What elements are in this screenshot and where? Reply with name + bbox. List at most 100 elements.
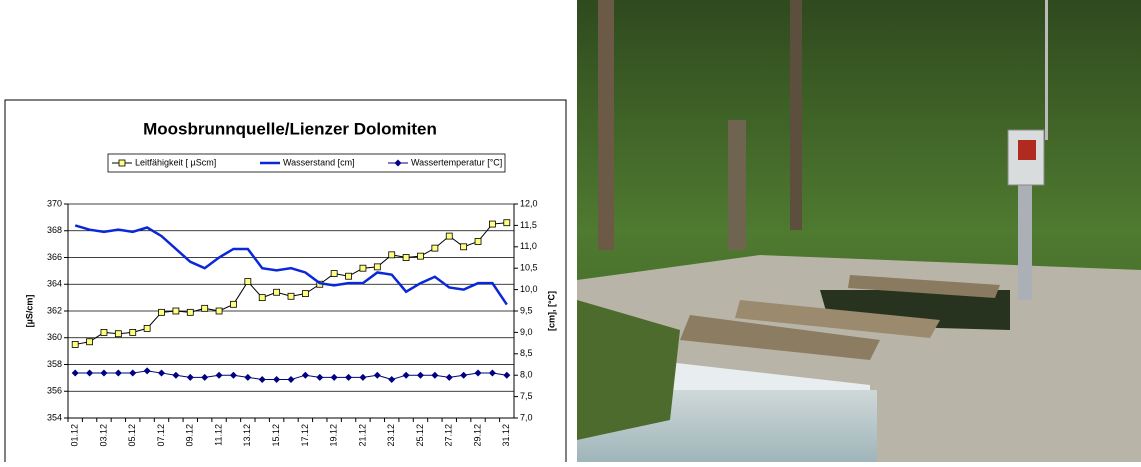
data-point — [230, 300, 237, 308]
data-point — [143, 324, 151, 332]
data-point — [503, 219, 511, 227]
data-point — [229, 371, 237, 379]
y2-tick-label: 12,0 — [520, 198, 538, 208]
y-tick-label: 370 — [47, 198, 62, 208]
data-point — [460, 243, 468, 251]
data-point — [172, 307, 180, 315]
data-point — [388, 375, 396, 383]
data-point — [402, 254, 410, 261]
y-tick-label: 368 — [47, 225, 62, 235]
y2-tick-label: 7,0 — [520, 412, 533, 422]
data-point — [416, 371, 424, 379]
x-tick-label: 21.12 — [357, 424, 367, 447]
data-point — [287, 292, 295, 300]
data-point — [114, 369, 122, 377]
data-point — [114, 330, 122, 338]
y-tick-label: 360 — [47, 332, 62, 342]
y2-tick-label: 9,0 — [520, 327, 533, 337]
data-point — [244, 373, 252, 381]
series-line — [74, 224, 508, 306]
data-point — [71, 341, 79, 348]
data-point — [201, 373, 209, 381]
data-point — [201, 304, 209, 312]
y2-tick-label: 8,5 — [520, 348, 533, 358]
data-point — [258, 375, 266, 383]
data-point — [417, 252, 424, 260]
data-point — [388, 251, 396, 259]
data-point — [330, 270, 338, 277]
data-point — [143, 367, 151, 375]
x-tick-label: 01.12 — [70, 424, 80, 447]
data-point — [71, 369, 79, 377]
chart-title: Moosbrunnquelle/Lienzer Dolomiten — [143, 119, 437, 138]
x-tick-label: 29.12 — [472, 424, 482, 447]
x-tick-label: 27.12 — [444, 424, 454, 447]
data-point — [359, 264, 367, 272]
data-point — [301, 371, 309, 379]
data-point — [445, 232, 453, 240]
data-point — [402, 371, 410, 379]
legend-label: Wasserstand [cm] — [283, 157, 355, 167]
x-tick-label: 03.12 — [98, 424, 108, 447]
x-tick-label: 31.12 — [501, 424, 511, 447]
legend-marker — [118, 159, 126, 167]
legend-label: Leitfähigkeit [ µScm] — [135, 157, 216, 167]
data-point — [258, 294, 266, 302]
data-point — [489, 220, 496, 228]
legend — [107, 153, 506, 173]
data-point — [100, 369, 108, 377]
y2-tick-label: 7,5 — [520, 391, 533, 401]
x-tick-label: 05.12 — [127, 424, 137, 447]
y-tick-label: 358 — [47, 359, 62, 369]
y-tick-label: 356 — [47, 386, 62, 396]
x-tick-label: 15.12 — [271, 424, 281, 447]
y2-tick-label: 11,5 — [520, 220, 537, 230]
data-point — [503, 371, 511, 379]
data-point — [129, 328, 137, 336]
x-tick-label: 23.12 — [386, 424, 396, 447]
data-point — [359, 373, 367, 381]
y2-axis-label: [cm], [°C] — [546, 291, 556, 331]
x-tick-label: 13.12 — [242, 424, 252, 447]
y-axis-label: [µS/cm] — [24, 295, 34, 328]
legend-label: Wassertemperatur [°C] — [411, 157, 502, 167]
y2-tick-label: 10,0 — [520, 284, 538, 294]
data-point — [158, 369, 166, 377]
data-point — [186, 308, 194, 316]
data-point — [373, 263, 381, 271]
data-point — [474, 238, 482, 245]
x-tick-label: 19.12 — [329, 424, 339, 447]
data-point — [86, 369, 94, 377]
y-tick-label: 354 — [47, 412, 62, 422]
y2-tick-label: 11,0 — [520, 241, 537, 251]
x-tick-label: 09.12 — [185, 424, 195, 447]
x-tick-label: 07.12 — [156, 424, 166, 447]
data-point — [488, 369, 496, 377]
data-point — [316, 373, 324, 381]
data-point — [474, 369, 482, 377]
data-point — [431, 371, 439, 379]
x-tick-label: 11.12 — [213, 424, 223, 446]
data-point — [287, 375, 295, 383]
data-point — [244, 278, 252, 285]
y-tick-label: 362 — [47, 305, 62, 315]
y2-tick-label: 10,5 — [520, 263, 538, 273]
y-tick-label: 366 — [47, 252, 62, 262]
x-tick-label: 17.12 — [300, 424, 310, 447]
data-point — [215, 307, 223, 315]
data-point — [445, 373, 453, 381]
photo — [577, 0, 1141, 462]
y-tick-label: 364 — [47, 279, 62, 289]
data-point — [273, 288, 281, 296]
y2-tick-label: 9,5 — [520, 305, 533, 315]
data-point — [186, 373, 194, 381]
data-point — [330, 373, 338, 381]
data-point — [460, 371, 468, 379]
data-point — [273, 375, 281, 383]
data-point — [301, 290, 309, 298]
legend-marker — [394, 159, 402, 167]
data-point — [158, 308, 165, 316]
data-point — [172, 371, 180, 379]
